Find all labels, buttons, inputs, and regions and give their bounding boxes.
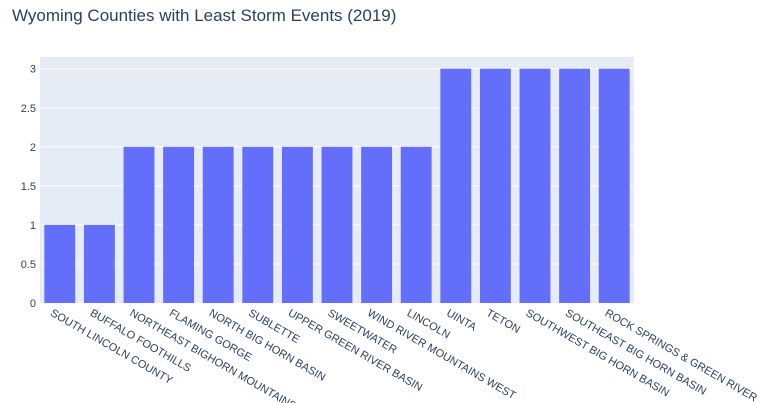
bar: [598, 68, 630, 303]
y-tick-label: 2: [30, 142, 36, 154]
bar: [83, 224, 115, 303]
bar: [123, 146, 155, 303]
bar: [519, 68, 551, 303]
bar: [44, 224, 76, 303]
y-tick-label: 3: [30, 64, 36, 76]
y-tick-label: 1.5: [21, 181, 36, 193]
bar: [361, 146, 393, 303]
y-tick-label: 0.5: [21, 259, 36, 271]
bar: [321, 146, 353, 303]
bar: [479, 68, 511, 303]
bar: [559, 68, 591, 303]
bar: [202, 146, 234, 303]
y-tick-label: 2.5: [21, 103, 36, 115]
bars: [44, 68, 630, 303]
y-axis-ticks: 0 0.5 1 1.5 2 2.5 3: [21, 64, 36, 310]
y-tick-label: 0: [30, 298, 36, 310]
bar: [440, 68, 472, 303]
y-tick-label: 1: [30, 220, 36, 232]
bar: [163, 146, 195, 303]
bar: [281, 146, 313, 303]
bar: [400, 146, 432, 303]
bar: [242, 146, 274, 303]
chart-title: Wyoming Counties with Least Storm Events…: [12, 6, 396, 25]
